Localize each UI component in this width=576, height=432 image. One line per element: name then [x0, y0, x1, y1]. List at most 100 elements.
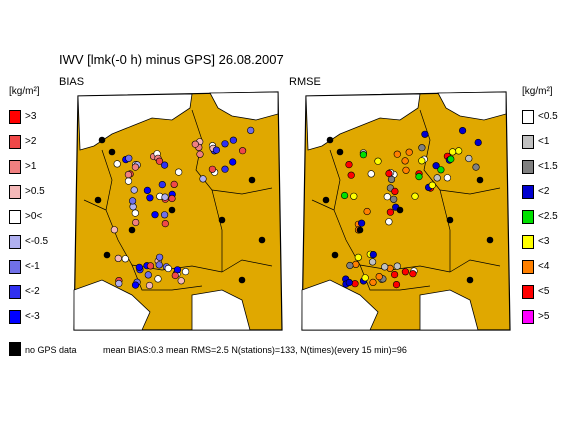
- gps-station: [411, 192, 419, 200]
- rmse-legend-label: <2: [538, 186, 550, 197]
- rmse-legend-swatch: [522, 310, 534, 324]
- map-sea: [437, 91, 507, 121]
- gps-station: [124, 177, 133, 185]
- bias-legend-label: >0.5: [25, 186, 45, 197]
- rmse-legend-swatch: [522, 185, 534, 199]
- bias-map: [73, 91, 283, 331]
- map-sea: [77, 93, 193, 151]
- gps-station: [361, 274, 369, 282]
- gps-station: [402, 166, 410, 174]
- gps-station: [114, 254, 122, 262]
- bias-legend-swatch: [9, 235, 21, 249]
- bias-legend-swatch: [9, 310, 21, 324]
- gps-station: [432, 162, 440, 170]
- gps-station: [381, 263, 389, 271]
- gps-station: [465, 154, 473, 163]
- gps-station: [155, 253, 164, 261]
- gps-station: [415, 172, 423, 181]
- rmse-legend-label: <5: [538, 286, 550, 297]
- bias-panel-label: BIAS: [59, 76, 85, 88]
- gps-station: [155, 157, 164, 165]
- gps-station: [401, 157, 409, 165]
- gps-station: [401, 268, 409, 276]
- gps-station: [158, 180, 166, 189]
- gps-station: [177, 277, 185, 285]
- gps-station: [390, 195, 398, 203]
- bias-legend-item: >1: [9, 160, 69, 178]
- gps-station: [131, 163, 140, 171]
- rmse-legend-item: <5: [522, 285, 576, 303]
- gps-station: [160, 161, 169, 169]
- gps-station: [392, 281, 401, 289]
- gps-station: [340, 191, 349, 200]
- gps-station: [418, 144, 426, 152]
- gps-station: [170, 180, 178, 188]
- rmse-legend-label: <1.5: [538, 161, 558, 172]
- gps-station: [181, 268, 190, 276]
- bias-legend-label: <-0.5: [25, 236, 49, 247]
- rmse-legend-label: <2.5: [538, 211, 558, 222]
- rmse-legend-swatch: [522, 110, 534, 124]
- gps-station: [146, 194, 154, 202]
- bias-legend-swatch: [9, 160, 21, 174]
- gps-station: [132, 218, 140, 227]
- bias-legend-swatch: [9, 110, 21, 124]
- rmse-legend-swatch: [522, 135, 534, 149]
- bias-legend-swatch: [9, 135, 21, 149]
- bias-legend-item: >0<: [9, 210, 69, 228]
- rmse-legend-item: <2.5: [522, 210, 576, 228]
- gps-station: [354, 253, 362, 261]
- gps-station: [345, 278, 353, 287]
- gps-station: [374, 157, 382, 165]
- no-gps-station: [356, 226, 364, 234]
- no-gps-station: [446, 216, 454, 224]
- gps-station: [115, 279, 123, 288]
- gps-station: [229, 136, 237, 144]
- gps-station: [369, 251, 377, 259]
- bias-legend-item: >0.5: [9, 185, 69, 203]
- gps-station: [191, 140, 199, 148]
- no-gps-station: [108, 148, 116, 156]
- no-gps-station: [476, 176, 484, 184]
- map-sea: [73, 279, 151, 331]
- no-gps-station: [168, 206, 176, 214]
- gps-station: [247, 126, 255, 135]
- gps-station: [405, 148, 413, 156]
- bias-legend-item: <-1: [9, 260, 69, 278]
- gps-station: [113, 160, 121, 168]
- gps-station: [359, 151, 368, 159]
- gps-station: [175, 168, 183, 176]
- bias-legend-label: <-3: [25, 311, 40, 322]
- bias-legend-label: >2: [25, 136, 37, 147]
- gps-station: [472, 163, 480, 171]
- no-gps-label: no GPS data: [25, 345, 77, 355]
- gps-station: [124, 170, 133, 179]
- no-gps-station: [218, 216, 226, 224]
- rmse-legend-swatch: [522, 285, 534, 299]
- rmse-legend-label: >5: [538, 311, 550, 322]
- gps-station: [196, 150, 204, 158]
- gps-station: [208, 165, 216, 173]
- gps-station: [221, 140, 229, 148]
- gps-station: [151, 211, 159, 219]
- bias-legend-swatch: [9, 285, 21, 299]
- gps-station: [409, 270, 417, 278]
- no-gps-station: [322, 196, 330, 204]
- gps-station: [350, 192, 358, 200]
- gps-station: [385, 169, 393, 178]
- no-gps-station: [128, 226, 136, 234]
- country-border: [83, 199, 107, 211]
- no-gps-station: [94, 196, 102, 204]
- bias-legend-item: <-3: [9, 310, 69, 328]
- gps-station: [393, 262, 401, 270]
- gps-station: [418, 157, 426, 165]
- gps-station: [347, 171, 355, 179]
- map-sea: [419, 289, 479, 331]
- no-gps-station: [248, 176, 256, 184]
- map-sea: [191, 289, 251, 331]
- stats-text: mean BIAS:0.3 mean RMS=2.5 N(stations)=1…: [103, 345, 407, 355]
- bias-legend-label: >3: [25, 111, 37, 122]
- rmse-legend-item: <2: [522, 185, 576, 203]
- gps-station: [390, 271, 399, 279]
- country-border: [449, 259, 501, 273]
